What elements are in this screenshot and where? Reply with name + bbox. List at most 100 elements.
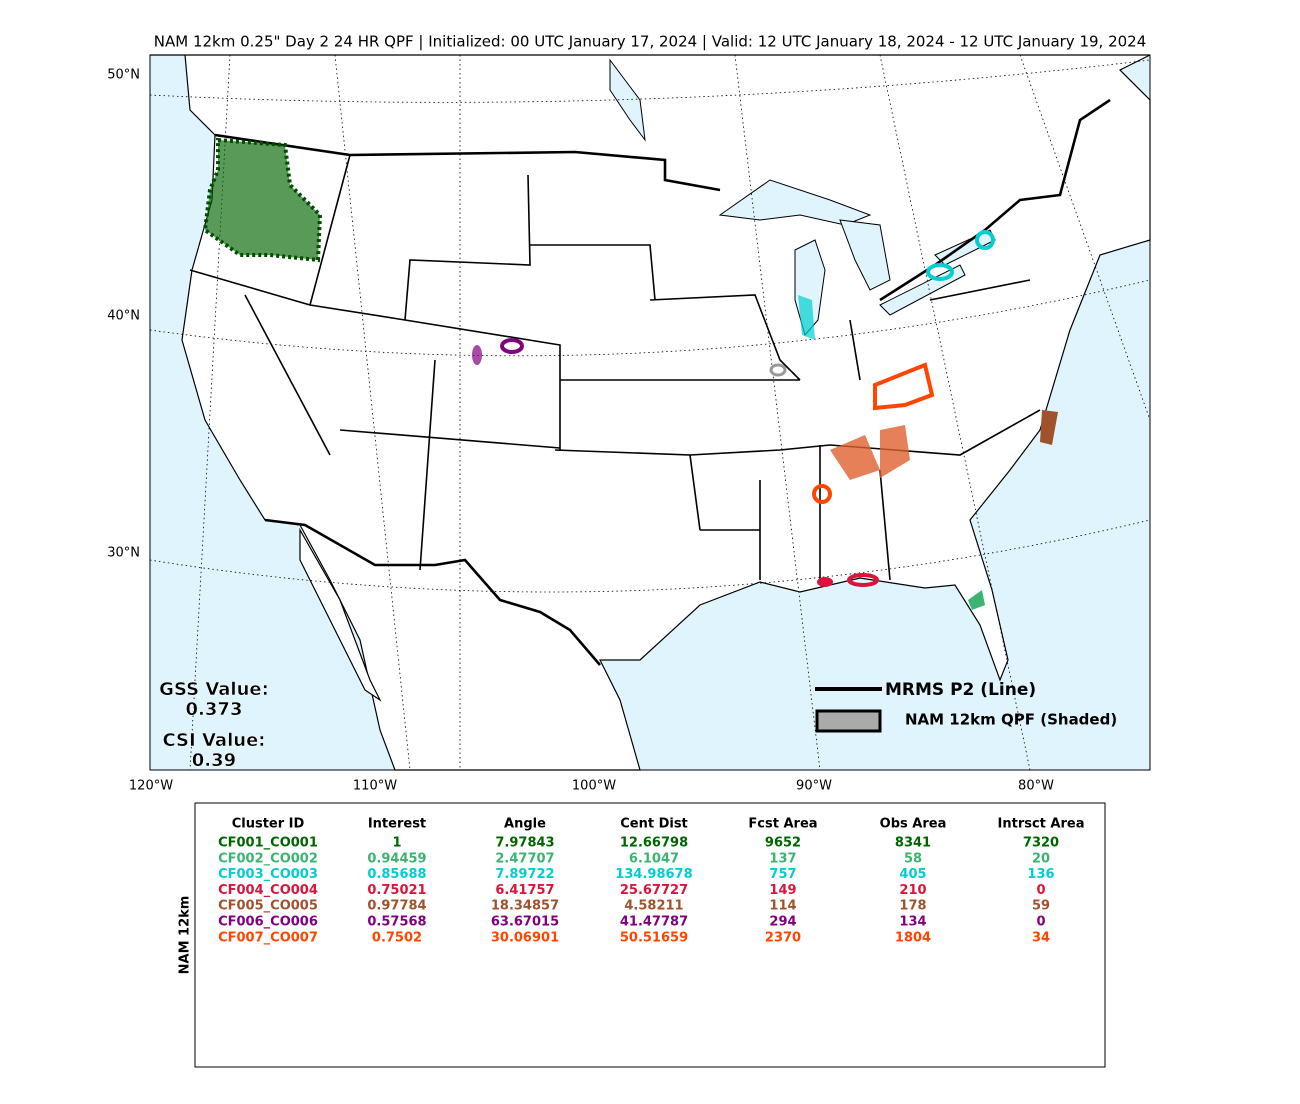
table-side-label: NAM 12km (178, 896, 193, 975)
cluster-shape (769, 363, 787, 377)
legend-swatch (815, 709, 882, 733)
lon-label: 110°W (353, 779, 397, 794)
column-header: Obs Area (880, 817, 947, 832)
column-header: Interest (368, 817, 426, 832)
table-cell: 137 (769, 851, 796, 866)
csi-value: 0.39 (192, 750, 236, 771)
column-header: Cent Dist (620, 817, 688, 832)
cluster-shape (847, 573, 879, 587)
table-cell: 0.57568 (367, 915, 426, 930)
table-cell: 8341 (895, 836, 931, 851)
table-cell: 59 (1032, 899, 1050, 914)
table-cell: 134.98678 (615, 867, 692, 882)
lat-label: 50°N (107, 68, 140, 83)
legend-shaded-label: NAM 12km QPF (Shaded) (905, 711, 1117, 729)
table-cell: 136 (1027, 867, 1054, 882)
csi-label: CSI Value: (163, 730, 266, 751)
cluster-shape (202, 137, 323, 263)
clusters (202, 137, 1058, 610)
title: NAM 12km 0.25" Day 2 24 HR QPF | Initial… (154, 33, 1147, 51)
table-cell: 178 (899, 899, 926, 914)
table-cell: 134 (899, 915, 926, 930)
table-frame (194, 802, 1106, 1068)
table-cell: 2370 (765, 930, 801, 945)
table-cell: 9652 (765, 836, 801, 851)
table-cell: 0 (1036, 883, 1045, 898)
lon-label: 80°W (1018, 779, 1054, 794)
table-cell: 1 (392, 836, 401, 851)
table-cell: 6.41757 (495, 883, 554, 898)
graticule (149, 54, 1151, 771)
table-cell: CF001_CO001 (218, 836, 318, 851)
column-header: Fcst Area (748, 817, 817, 832)
table-cell: 4.58211 (624, 899, 683, 914)
map (149, 54, 1151, 771)
table-cell: 20 (1032, 851, 1050, 866)
lake-huron (839, 219, 891, 291)
table-cell: 63.67015 (491, 915, 559, 930)
lon-label: 120°W (129, 779, 173, 794)
table-cell: 0.94459 (367, 851, 426, 866)
table-cell: 58 (904, 851, 922, 866)
table-cell: 6.1047 (629, 851, 679, 866)
table-cell: 0 (1036, 915, 1045, 930)
table-cell: 114 (769, 899, 796, 914)
cluster-shape (1040, 410, 1058, 445)
table-cell: 7.89722 (495, 867, 554, 882)
legend-line-label: MRMS P2 (Line) (885, 680, 1036, 700)
lat-labels: 50°N 40°N 30°N (107, 68, 140, 561)
table-cell: CF004_CO004 (218, 883, 318, 898)
table-cell: 0.7502 (372, 930, 422, 945)
table-cell: 25.67727 (620, 883, 688, 898)
baja (299, 527, 382, 702)
map-frame (149, 54, 1151, 771)
column-header: Angle (504, 817, 546, 832)
legend: MRMS P2 (Line) NAM 12km QPF (Shaded) (815, 680, 1117, 733)
table-cell: 18.34857 (491, 899, 559, 914)
cluster-shape (975, 230, 995, 250)
lat-label: 30°N (107, 546, 140, 561)
state-lines (189, 154, 1041, 581)
land (150, 54, 1151, 771)
lon-label: 100°W (572, 779, 616, 794)
table-cell: 30.06901 (491, 930, 559, 945)
table-cell: CF002_CO002 (218, 851, 318, 866)
table-cell: 0.75021 (367, 883, 426, 898)
lake-winnipeg (609, 58, 646, 142)
column-header: Intrsct Area (998, 817, 1085, 832)
gss-label: GSS Value: (159, 679, 269, 700)
table-cell: 2.47707 (495, 851, 554, 866)
table-cell: 0.97784 (367, 899, 426, 914)
table-cell: CF005_CO005 (218, 899, 318, 914)
cluster-shape (500, 338, 524, 354)
lon-labels: 120°W 110°W 100°W 90°W 80°W (129, 779, 1054, 794)
table-cell: CF006_CO006 (218, 915, 318, 930)
table-cell: 7.97843 (495, 836, 554, 851)
cluster-shape (472, 345, 482, 365)
table-cell: 210 (899, 883, 926, 898)
table-cell: 41.47787 (620, 915, 688, 930)
scores: GSS Value: 0.373 CSI Value: 0.39 (159, 679, 269, 772)
table-cell: CF007_CO007 (218, 930, 318, 945)
table-cell: 405 (899, 867, 926, 882)
table-cell: 7320 (1023, 836, 1059, 851)
mexico-border (264, 518, 601, 666)
table-cell: 50.51659 (620, 930, 688, 945)
cluster-shape (830, 425, 910, 480)
table-cell: 1804 (895, 930, 931, 945)
lon-label: 90°W (796, 779, 832, 794)
column-header: Cluster ID (232, 817, 305, 832)
gss-value: 0.373 (186, 699, 243, 720)
table-cell: 12.66798 (620, 836, 688, 851)
table-cell: 294 (769, 915, 796, 930)
cluster-shape (812, 484, 832, 504)
cluster-shape (817, 577, 833, 587)
lake-superior (718, 179, 872, 226)
table-cell: 149 (769, 883, 796, 898)
table-cell: 0.85688 (367, 867, 426, 882)
table: Cluster ID Interest Angle Cent Dist Fcst Are… (218, 817, 1084, 946)
cluster-shape (873, 362, 935, 411)
cluster-shape (926, 263, 954, 281)
